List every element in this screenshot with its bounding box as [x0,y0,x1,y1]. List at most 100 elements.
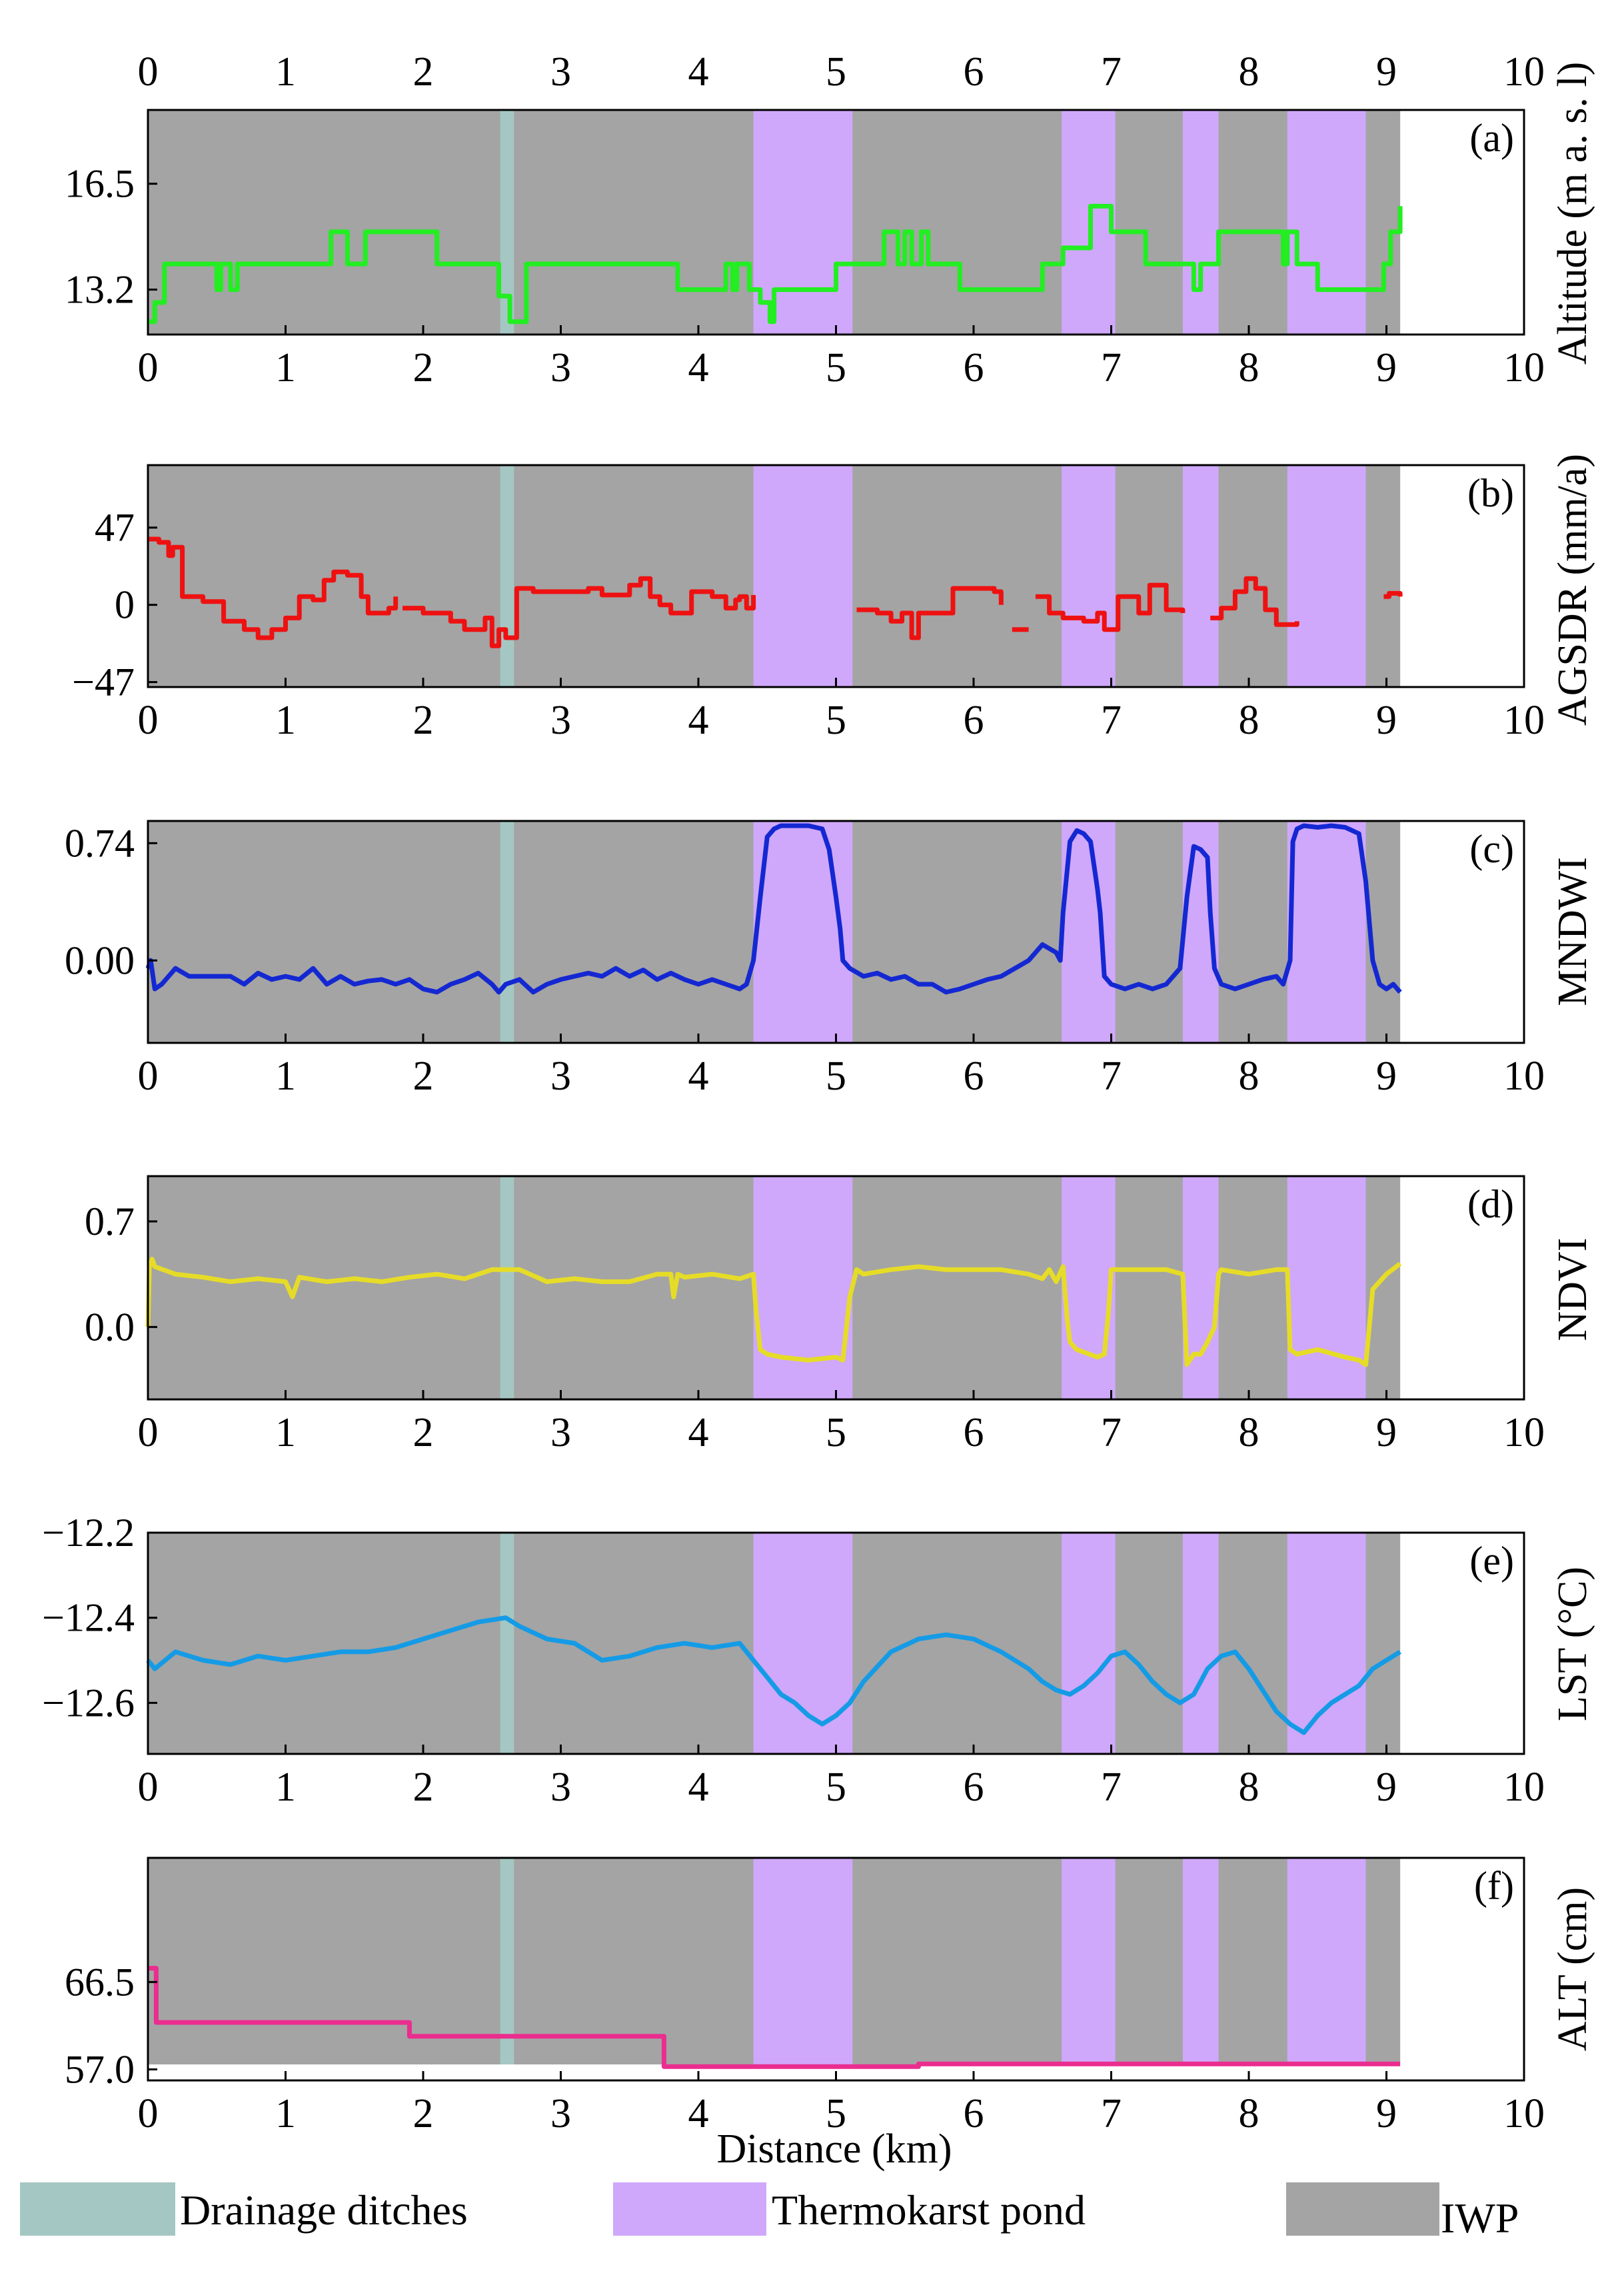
series-line-e [146,1615,1401,1735]
x-tick-label: 5 [826,698,846,743]
thermokarst-pond-region [1287,1533,1366,1754]
series-line-b [1035,582,1186,632]
x-tick-label: 3 [550,345,571,390]
x-tick-label: 4 [688,1765,709,1810]
panel-tag: (a) [1469,116,1514,160]
x-tick-label: 10 [1503,1765,1545,1810]
y-tick-label: 0.0 [85,1305,135,1349]
x-tick-label: 6 [964,698,984,743]
series-line-b [403,576,756,648]
legend: Drainage ditches Thermokarst pond IWP [20,2182,1519,2242]
thermokarst-pond-region [753,110,853,335]
thermokarst-pond-region [753,1176,853,1399]
x-axis-label: Distance (km) [717,2126,952,2172]
panel-a: 13.2 16.5 0 1 2 3 4 5 6 7 8 9 10 (a) Altitude (m a. s.… [65,62,1595,390]
y-axis-label: AGSDR (mm/a) [1550,454,1595,726]
series-line-b [148,536,399,640]
legend-label-iwp: IWP [1441,2194,1519,2242]
y-axis-label: Altitude (m a. s. l) [1550,62,1595,365]
x-tick-label: 7 [1101,1410,1122,1455]
x-tick-label: 6 [964,1054,984,1099]
top-tick-label: 7 [1101,49,1122,95]
x-tick-label: 4 [688,1054,709,1099]
panel-tag: (c) [1469,827,1514,871]
drainage-ditch-region [500,465,514,687]
x-tick-label: 1 [275,2091,296,2136]
x-tick-label: 2 [413,1765,434,1810]
x-tick-label: 10 [1503,2091,1545,2136]
y-tick-label: 66.5 [65,1960,135,2004]
x-tick-label: 1 [275,345,296,390]
x-tick-label: 2 [413,2091,434,2136]
x-tick-label: 5 [826,1054,846,1099]
y-tick-label: −47 [72,660,135,704]
panel-e: −12.2 −12.4 −12.60 1 2 3 4 5 6 7 8 9 10 (e) LST (°C) [42,1511,1595,1810]
y-tick-label: 47 [95,506,135,550]
x-tick-label: 9 [1376,345,1397,390]
x-tick-label: 0 [138,1765,159,1810]
x-tick-label: 3 [550,1054,571,1099]
x-tick-label: 9 [1376,698,1397,743]
x-tick-label: 8 [1239,1765,1259,1810]
thermokarst-pond-region [1062,1176,1116,1399]
x-tick-label: 4 [688,1410,709,1455]
series-line-b [1383,590,1403,599]
drainage-ditch-region [500,1176,514,1399]
x-tick-label: 10 [1503,698,1545,743]
thermokarst-pond-region [753,821,853,1043]
drainage-ditch-region [500,110,514,335]
legend-label-drainage-ditches: Drainage ditches [180,2186,468,2234]
thermokarst-pond-region [1287,465,1366,687]
y-tick-label: 0.74 [65,821,135,865]
x-tick-label: 2 [413,345,434,390]
panel-f: 57.0 66.5 0 1 2 3 4 5 6 7 8 9 10 (f) ALT (cm) [65,1857,1595,2136]
x-tick-label: 2 [413,698,434,743]
x-tick-label: 1 [275,1054,296,1099]
x-tick-label: 7 [1101,1765,1122,1810]
x-tick-label: 6 [964,2091,984,2136]
drainage-ditch-region [500,821,514,1043]
x-tick-label: 5 [826,2091,846,2136]
y-tick-label: 57.0 [65,2047,135,2091]
thermokarst-pond-region [753,465,853,687]
y-axis-label: MNDWI [1550,857,1595,1006]
x-tick-label: 0 [138,345,159,390]
thermokarst-pond-region [1062,1533,1116,1754]
panel-tag: (d) [1467,1182,1514,1226]
x-tick-label: 9 [1376,1765,1397,1810]
panel-c: 0.00 0.74 0 1 2 3 4 5 6 7 8 9 10 (c) MNDWI [65,820,1595,1099]
legend-item-drainage-ditches: Drainage ditches [20,2182,468,2236]
x-tick-label: 8 [1239,345,1259,390]
top-tick-label: 10 [1503,49,1545,95]
drainage-ditch-region [500,1858,514,2064]
thermokarst-pond-region [1287,110,1366,335]
x-tick-label: 10 [1503,1054,1545,1099]
legend-swatch-iwp [1286,2182,1439,2236]
y-tick-label: 16.5 [65,162,135,206]
series-line-b [856,586,1004,640]
top-tick-label: 6 [964,49,984,95]
x-tick-label: 9 [1376,2091,1397,2136]
legend-item-iwp: IWP [1286,2182,1519,2242]
x-tick-label: 6 [964,345,984,390]
panel-d: 0.0 0.7 0 1 2 3 4 5 6 7 8 9 10 (d) NDVI [85,1175,1595,1455]
legend-swatch-drainage-ditches [20,2182,175,2236]
x-tick-label: 5 [826,1410,846,1455]
thermokarst-pond-region [753,1858,853,2064]
top-tick-label: 2 [413,49,434,95]
x-tick-label: 2 [413,1054,434,1099]
y-tick-label: 0.7 [85,1199,135,1243]
x-tick-label: 7 [1101,345,1122,390]
x-tick-label: 1 [275,698,296,743]
thermokarst-pond-region [1182,110,1219,335]
top-tick-label: 1 [275,49,296,95]
x-tick-label: 4 [688,345,709,390]
y-tick-label: −12.6 [42,1681,135,1725]
series-line-b [1210,576,1299,627]
x-tick-label: 3 [550,698,571,743]
thermokarst-pond-region [1287,1176,1366,1399]
x-tick-label: 8 [1239,698,1259,743]
x-tick-label: 6 [964,1765,984,1810]
